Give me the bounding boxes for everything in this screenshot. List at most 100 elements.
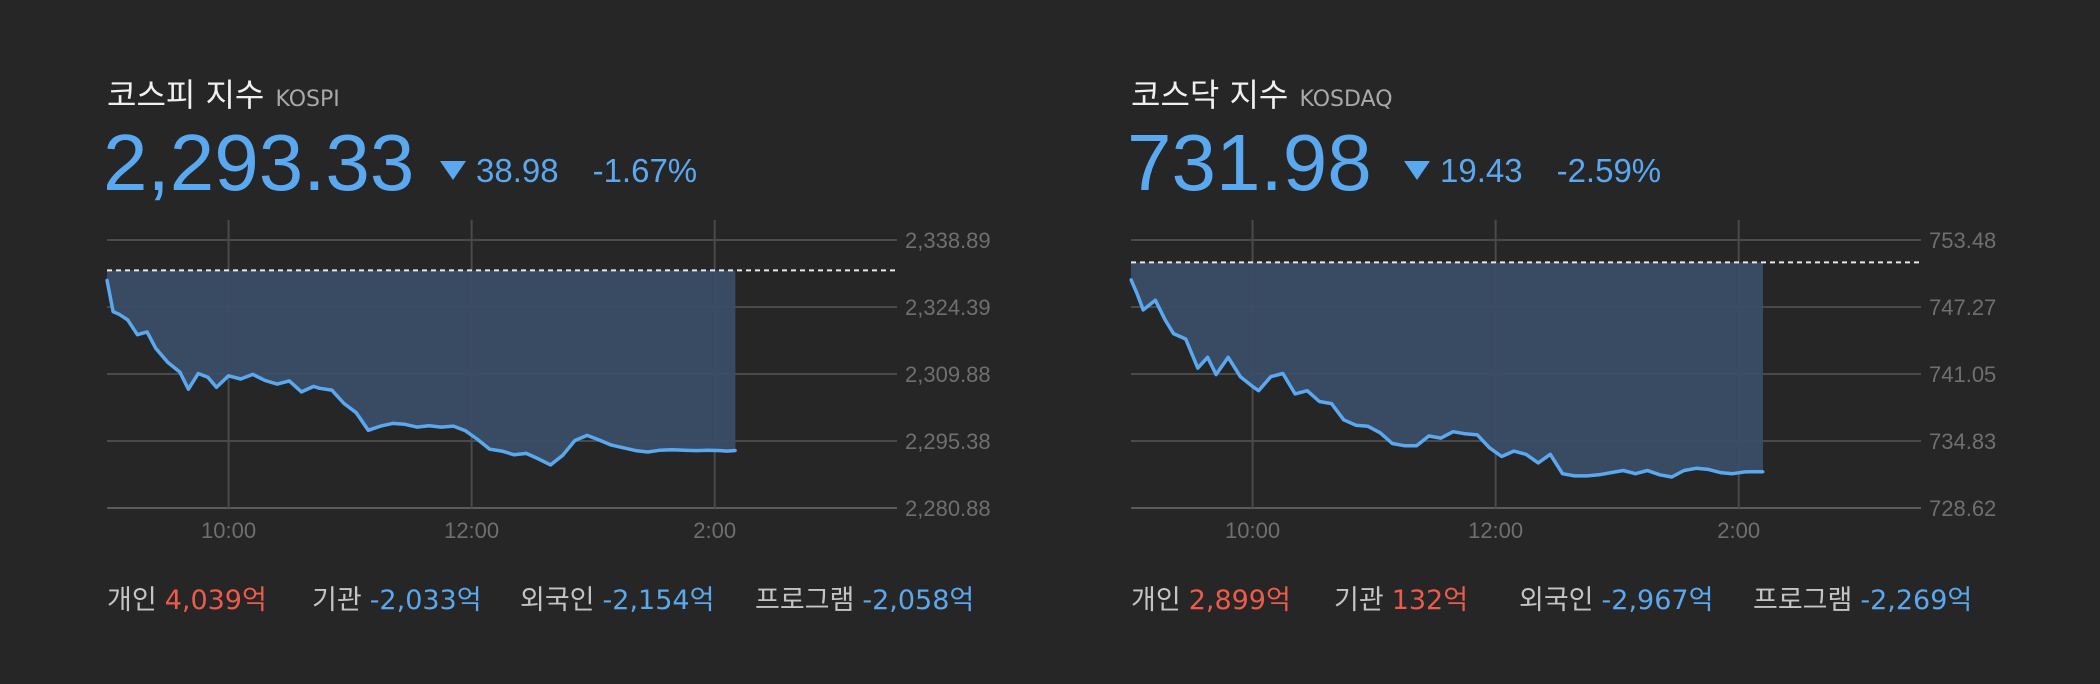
data-point bbox=[1129, 278, 1133, 282]
data-point bbox=[1163, 318, 1167, 322]
data-point bbox=[1305, 389, 1309, 393]
data-point bbox=[1141, 308, 1145, 312]
flow-value: 2,899억 bbox=[1188, 585, 1291, 616]
data-point bbox=[1706, 467, 1710, 471]
flow-label: 기관 bbox=[1334, 585, 1384, 616]
index-title-en: KOSPI bbox=[275, 87, 340, 112]
data-point bbox=[1415, 444, 1419, 448]
data-point bbox=[1257, 389, 1261, 393]
data-point bbox=[1682, 468, 1686, 472]
data-point bbox=[186, 387, 190, 391]
index-change: 38.98 -1.67% bbox=[440, 152, 697, 190]
data-point bbox=[561, 453, 565, 457]
flow-institution: 기관 -2,033억 bbox=[312, 578, 482, 617]
data-point bbox=[719, 449, 723, 453]
data-point bbox=[1206, 355, 1210, 359]
data-point bbox=[1524, 452, 1528, 456]
flow-value: -2,058억 bbox=[862, 585, 975, 616]
data-point bbox=[1184, 337, 1188, 341]
data-point bbox=[1153, 298, 1157, 302]
kosdaq-panel: 코스닥 지수 KOSDAQ 731.98 19.43 -2.59% 728.62 7… bbox=[1127, 0, 2100, 684]
data-point bbox=[646, 450, 650, 454]
flow-foreign: 외국인 -2,154억 bbox=[520, 578, 714, 617]
index-title-ko: 코스닥 지수 bbox=[1131, 76, 1289, 114]
data-point bbox=[1269, 375, 1273, 379]
data-point bbox=[1342, 418, 1346, 422]
data-point bbox=[105, 278, 109, 282]
x-tick-label: 10:00 bbox=[201, 518, 256, 543]
flow-label: 외국인 bbox=[520, 585, 595, 616]
y-tick-label: 2,324.39 bbox=[905, 295, 991, 320]
data-point bbox=[536, 457, 540, 461]
y-tick-label: 747.27 bbox=[1929, 295, 1996, 320]
data-point bbox=[1694, 466, 1698, 470]
data-point bbox=[1354, 423, 1358, 427]
data-point bbox=[597, 438, 601, 442]
y-tick-label: 753.48 bbox=[1929, 228, 1996, 253]
data-point bbox=[1560, 472, 1564, 476]
data-point bbox=[312, 384, 316, 388]
data-point bbox=[1488, 446, 1492, 450]
flow-label: 기관 bbox=[312, 585, 362, 616]
index-title: 코스피 지수 KOSPI bbox=[107, 70, 340, 116]
data-point bbox=[391, 421, 395, 425]
flow-program: 프로그램 -2,269억 bbox=[1753, 578, 1972, 617]
down-triangle-icon bbox=[440, 161, 466, 180]
y-tick-label: 728.62 bbox=[1929, 496, 1996, 521]
data-point bbox=[1390, 442, 1394, 446]
data-point bbox=[707, 448, 711, 452]
flow-label: 외국인 bbox=[1519, 585, 1594, 616]
data-point bbox=[318, 386, 322, 390]
x-tick-label: 2:00 bbox=[693, 518, 736, 543]
index-change: 19.43 -2.59% bbox=[1404, 152, 1661, 190]
data-point bbox=[1475, 433, 1479, 437]
data-point bbox=[239, 377, 243, 381]
data-point bbox=[1293, 392, 1297, 396]
data-point bbox=[1646, 468, 1650, 472]
data-point bbox=[299, 390, 303, 394]
kosdaq-intraday-chart: 728.62 734.83 741.05 747.27 753.48 10:00 12:00… bbox=[1129, 220, 1996, 543]
y-tick-label: 741.05 bbox=[1929, 362, 1996, 387]
data-point bbox=[634, 449, 638, 453]
x-tick-label: 2:00 bbox=[1717, 518, 1760, 543]
data-point bbox=[214, 385, 218, 389]
data-point bbox=[111, 310, 115, 314]
data-point bbox=[1251, 384, 1255, 388]
data-point bbox=[427, 424, 431, 428]
data-point bbox=[1172, 332, 1176, 336]
data-point bbox=[206, 375, 210, 379]
y-tick-label: 734.83 bbox=[1929, 429, 1996, 454]
flow-value: 4,039억 bbox=[164, 585, 267, 616]
change-percent: -1.67% bbox=[592, 152, 698, 189]
data-point bbox=[1761, 470, 1765, 474]
data-point bbox=[342, 401, 346, 405]
data-point bbox=[1597, 473, 1601, 477]
y-tick-label: 2,338.89 bbox=[905, 228, 991, 253]
data-point bbox=[1135, 292, 1139, 296]
data-point bbox=[1536, 461, 1540, 465]
data-point bbox=[439, 425, 443, 429]
data-point bbox=[1226, 355, 1230, 359]
data-point bbox=[1330, 402, 1334, 406]
index-value: 731.98 bbox=[1127, 118, 1372, 207]
data-point bbox=[670, 448, 674, 452]
data-point bbox=[1317, 399, 1321, 403]
area-fill bbox=[1131, 262, 1763, 477]
data-point bbox=[1366, 424, 1370, 428]
flow-institution: 기관 132억 bbox=[1334, 578, 1468, 617]
data-point bbox=[512, 453, 516, 457]
data-point bbox=[275, 382, 279, 386]
data-point bbox=[725, 449, 729, 453]
data-point bbox=[1609, 471, 1613, 475]
data-point bbox=[263, 378, 267, 382]
data-point bbox=[609, 443, 613, 447]
data-point bbox=[1585, 474, 1589, 478]
flow-foreign: 외국인 -2,967억 bbox=[1519, 578, 1713, 617]
change-points: 38.98 bbox=[476, 152, 559, 189]
flow-program: 프로그램 -2,058억 bbox=[755, 578, 974, 617]
data-point bbox=[682, 448, 686, 452]
data-point bbox=[694, 449, 698, 453]
series-line bbox=[1129, 279, 1764, 479]
index-title-ko: 코스피 지수 bbox=[107, 76, 265, 114]
data-point bbox=[658, 448, 662, 452]
